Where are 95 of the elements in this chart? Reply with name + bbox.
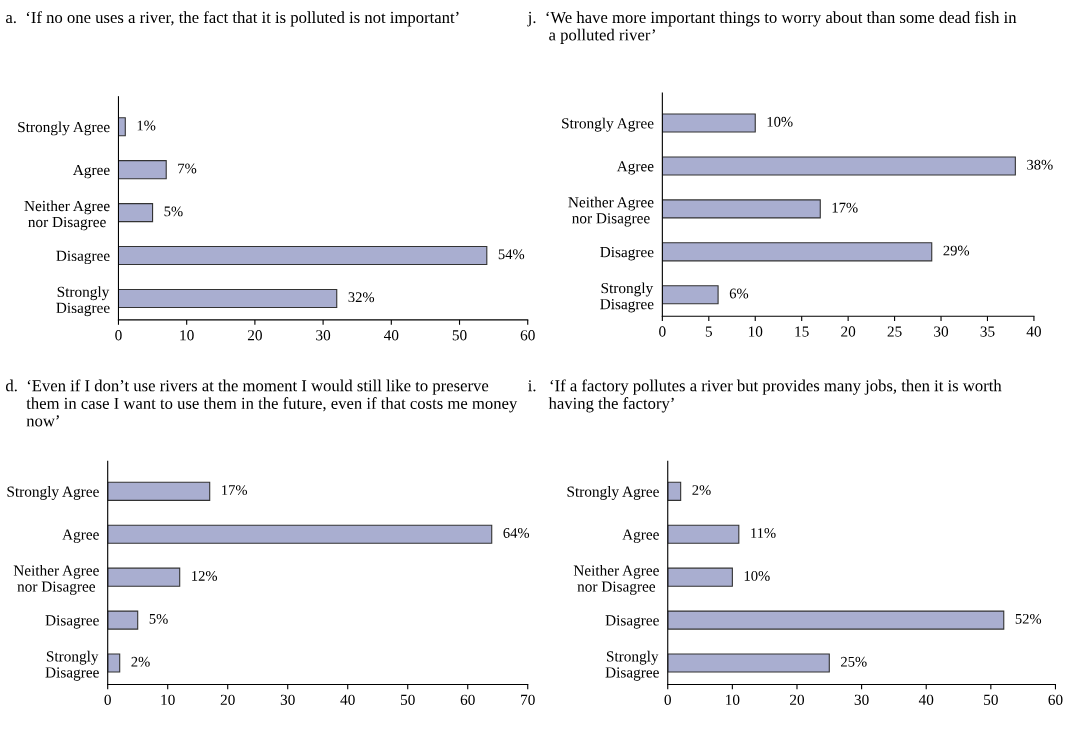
bar [662, 156, 1016, 176]
x-tick-label: 10 [748, 326, 763, 337]
data-label: 17% [222, 485, 248, 496]
data-label: 6% [729, 288, 749, 299]
bar [118, 288, 338, 309]
x-tick-label: 30 [934, 326, 949, 337]
bar [667, 653, 830, 673]
data-label: 5% [164, 206, 183, 217]
x-tick-label: 10 [726, 694, 740, 705]
bar [118, 160, 167, 180]
y-tick-label: Strongly Agree [18, 121, 110, 136]
x-tick-label: 0 [659, 326, 666, 337]
y-tick-label: Strongly Agree [562, 117, 654, 132]
y-tick-label: Agree [622, 529, 659, 543]
bar [118, 117, 126, 137]
x-tick-label: 20 [841, 326, 856, 337]
data-label: 2% [131, 656, 150, 667]
data-label: 2% [692, 485, 711, 496]
y-tick-label: Strongly Disagree [600, 282, 654, 313]
x-tick-label: 20 [790, 694, 805, 705]
y-tick-label: Strongly Agree [7, 486, 99, 500]
bar [118, 203, 154, 223]
x-tick-label: 0 [664, 694, 671, 705]
x-tick-label: 60 [460, 694, 475, 705]
data-label: 10% [744, 570, 770, 581]
data-label: 32% [348, 292, 375, 303]
x-tick-label: 20 [247, 330, 262, 341]
x-tick-label: 5 [705, 326, 713, 337]
data-label: 17% [832, 202, 858, 213]
bar [107, 524, 493, 544]
x-tick-label: 60 [520, 330, 535, 341]
y-tick-label: Disagree [605, 615, 659, 629]
x-tick-label: 40 [340, 694, 355, 705]
x-tick-label: 30 [316, 330, 331, 341]
data-label: 54% [498, 249, 525, 260]
chart-title: j. ‘We have more important things to worry about than some dead fish in a polluted river’ [527, 11, 1017, 44]
x-tick-label: 40 [383, 330, 399, 341]
bar [107, 481, 211, 501]
data-label: 38% [1027, 159, 1053, 170]
x-tick-label: 50 [452, 330, 467, 341]
data-label: 10% [767, 116, 793, 127]
bar [107, 610, 139, 630]
x-tick-label: 40 [1026, 326, 1041, 337]
chart-title: i. ‘If a factory pollutes a river but provides many jobs, then it is worth having the factory’ [528, 379, 1002, 413]
data-label: 11% [751, 528, 776, 538]
bar [662, 285, 719, 305]
x-tick-label: 20 [220, 694, 235, 705]
chart-title: d. ‘Even if I don’t use rivers at the moment I would still like to preserve them in case I want to use them in the future, even if that costs me money now’ [5, 379, 518, 427]
data-label: 7% [178, 163, 197, 174]
y-tick-label: Agree [616, 161, 654, 175]
y-tick-label: Neither Agree nor Disagree [13, 564, 99, 595]
x-tick-label: 50 [984, 694, 998, 705]
bar [667, 481, 682, 501]
y-tick-label: Neither Agree nor Disagree [568, 196, 654, 227]
x-tick-label: 0 [115, 330, 122, 341]
y-tick-label: Disagree [56, 250, 110, 265]
bar [107, 567, 181, 587]
bar [118, 245, 488, 266]
y-tick-label: Strongly Disagree [56, 286, 110, 317]
y-tick-label: Neither Agree nor Disagree [24, 200, 110, 231]
data-label: 52% [1015, 613, 1042, 624]
bar [667, 524, 740, 544]
data-label: 12% [192, 570, 218, 581]
bar [662, 113, 756, 133]
x-tick-label: 0 [104, 694, 111, 705]
x-tick-label: 10 [161, 694, 175, 705]
x-tick-label: 35 [980, 326, 995, 337]
data-label: 25% [841, 656, 867, 667]
x-tick-label: 10 [180, 330, 194, 341]
y-tick-label: Agree [72, 164, 110, 179]
y-tick-label: Disagree [45, 615, 99, 629]
data-label: 29% [943, 245, 970, 256]
data-label: 5% [149, 613, 168, 624]
y-tick-label: Neither Agree nor Disagree [573, 564, 659, 595]
bar [662, 242, 933, 262]
x-tick-label: 15 [795, 326, 809, 337]
y-tick-label: Agree [62, 529, 99, 543]
bar [662, 199, 821, 219]
data-label: 64% [503, 528, 530, 538]
x-tick-label: 50 [400, 694, 415, 705]
data-label: 1% [137, 120, 156, 131]
y-tick-label: Strongly Disagree [605, 650, 659, 681]
y-tick-label: Disagree [600, 246, 654, 261]
x-tick-label: 30 [854, 694, 869, 705]
x-tick-label: 70 [521, 694, 535, 705]
bar [107, 653, 121, 673]
x-tick-label: 25 [887, 326, 902, 337]
y-tick-label: Strongly Disagree [45, 650, 99, 681]
bar [667, 567, 733, 587]
chart-title: a. ‘If no one uses a river, the fact that it is polluted is not important’ [5, 11, 459, 27]
bar [667, 610, 1005, 630]
y-tick-label: Strongly Agree [567, 486, 659, 500]
x-tick-label: 30 [280, 694, 295, 705]
x-tick-label: 40 [918, 694, 934, 705]
x-tick-label: 60 [1048, 694, 1063, 705]
